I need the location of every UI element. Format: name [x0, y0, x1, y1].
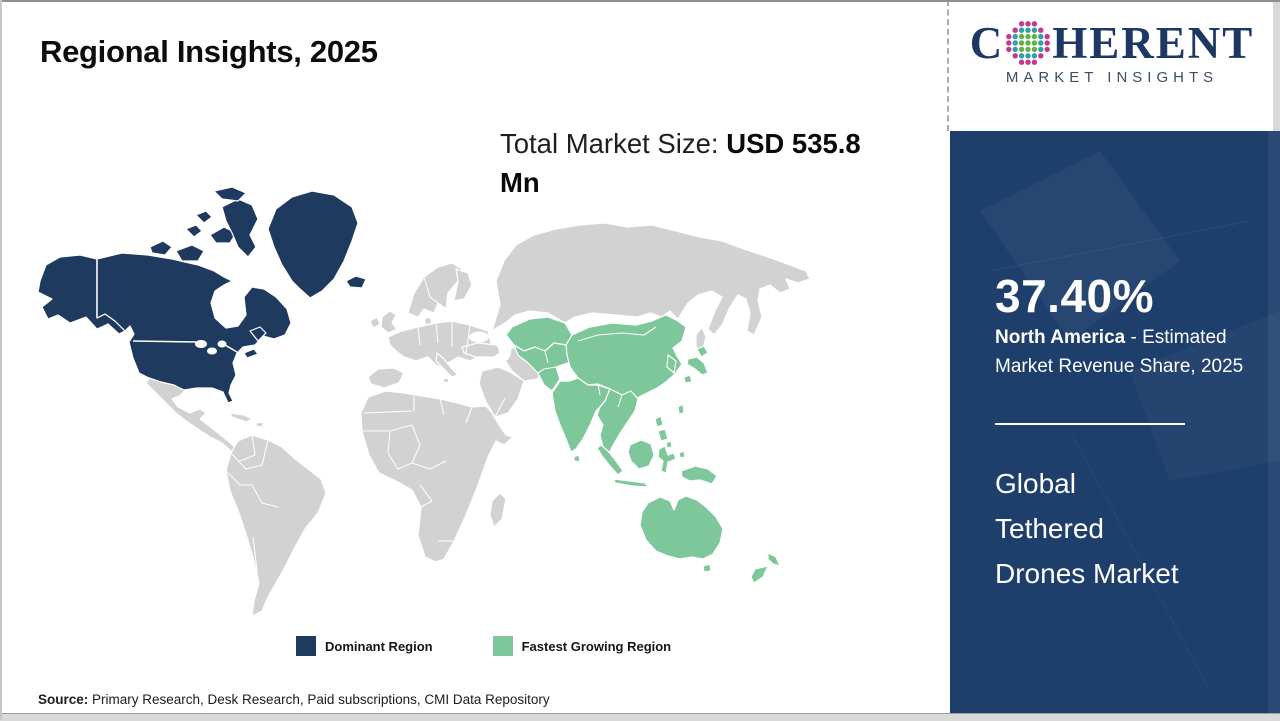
- country-italy: [435, 352, 459, 378]
- legend-label-dominant: Dominant Region: [325, 638, 433, 654]
- island-java: [613, 478, 649, 488]
- map-group-other-regions: [145, 222, 811, 617]
- region-arabia: [478, 366, 525, 418]
- island-nz-south: [750, 565, 769, 584]
- sea-black: [469, 331, 489, 343]
- page-top-border: [0, 0, 1280, 2]
- market-share-description: North America - Estimated Market Revenue…: [995, 323, 1247, 381]
- region-scandinavia: [407, 262, 463, 318]
- island-arctic-1: [209, 226, 237, 244]
- island-sicily: [442, 377, 450, 384]
- island-victoria: [175, 244, 205, 262]
- island-philippines-mindanao: [657, 428, 669, 442]
- globe-icon: [1006, 21, 1051, 65]
- market-share-desc-text: - Estimated Market Revenue Share, 2025: [995, 327, 1244, 377]
- market-name-line-3: Drones Market: [995, 558, 1179, 589]
- region-central-asia-south: [513, 342, 575, 392]
- map-legend: Dominant Region Fastest Growing Region: [296, 636, 671, 656]
- island-nz-north: [767, 552, 781, 567]
- source-line: Source: Primary Research, Desk Research,…: [38, 692, 550, 707]
- logo-letter-c: C: [969, 17, 1005, 68]
- region-indochina: [596, 388, 639, 458]
- header-dashed-separator: [947, 0, 949, 131]
- market-share-region: North America: [995, 327, 1126, 348]
- total-market-size-value: USD 535.8 Mn: [500, 128, 861, 198]
- logo-wordmark: C HERENT: [952, 20, 1272, 66]
- island-sri-lanka: [573, 454, 581, 463]
- map-seas: [469, 331, 512, 361]
- coherent-market-insights-logo: C HERENT MARKET INSIGHTS: [952, 20, 1272, 86]
- island-hokkaido: [696, 345, 709, 358]
- country-finland: [453, 268, 473, 302]
- page-right-border: [1273, 0, 1280, 131]
- sidebar-map-texture: [980, 131, 1280, 713]
- region-nova-scotia: [243, 348, 259, 359]
- legend-swatch-fastest-growing: [492, 636, 513, 656]
- country-russia: [491, 222, 811, 336]
- country-korea: [666, 354, 677, 374]
- source-text: Primary Research, Desk Research, Paid su…: [88, 692, 550, 707]
- country-iberia: [367, 367, 405, 389]
- country-ireland: [369, 316, 381, 329]
- map-north-america-details: [96, 260, 238, 355]
- legend-item-dominant: Dominant Region: [296, 636, 433, 656]
- map-group-dominant-region: [37, 186, 367, 404]
- country-mexico-central-america: [145, 376, 241, 456]
- island-philippines-luzon: [654, 415, 664, 428]
- market-name-line-2: Tethered: [995, 513, 1104, 544]
- island-baffin: [221, 198, 259, 258]
- logo-letters-herent: HERENT: [1052, 17, 1255, 68]
- page-bottom-border: [0, 713, 1280, 721]
- island-honshu: [686, 356, 709, 376]
- map-internal-borders-green: [537, 326, 657, 408]
- island-greenland: [267, 190, 359, 299]
- island-iceland: [345, 275, 367, 289]
- island-newfoundland: [249, 326, 267, 342]
- world-map-svg: [37, 186, 811, 617]
- market-share-value: 37.40%: [995, 270, 1155, 322]
- island-arctic-2: [195, 210, 213, 224]
- island-sulawesi: [657, 445, 677, 474]
- island-tasmania: [702, 563, 712, 573]
- island-new-guinea: [680, 465, 718, 485]
- country-usa-canada: [96, 252, 292, 404]
- page-title: Regional Insights, 2025: [40, 34, 378, 69]
- market-name-line-1: Global: [995, 468, 1076, 499]
- legend-swatch-dominant: [296, 636, 316, 656]
- island-banks: [149, 240, 173, 256]
- island-hispaniola: [255, 421, 265, 428]
- island-kyushu: [683, 374, 693, 384]
- island-sumatra: [596, 444, 624, 476]
- country-uk: [380, 310, 398, 334]
- map-internal-borders-gray: [225, 276, 506, 606]
- total-market-size-label: Total Market Size:: [500, 128, 727, 159]
- country-australia: [639, 495, 724, 560]
- island-taiwan: [677, 403, 685, 415]
- state-alaska: [37, 254, 126, 335]
- continent-south-america: [225, 434, 327, 617]
- island-arctic-3: [185, 224, 203, 238]
- sidebar-panel: 37.40% North America - Estimated Market …: [950, 131, 1280, 713]
- island-ellesmere: [213, 186, 247, 202]
- market-name: Global Tethered Drones Market: [995, 461, 1179, 596]
- map-group-fastest-growing-region: [505, 314, 781, 584]
- total-market-size: Total Market Size: USD 535.8 Mn: [500, 124, 885, 202]
- country-turkey: [461, 342, 504, 358]
- source-label: Source:: [38, 692, 89, 707]
- island-philippines-small: [665, 440, 673, 449]
- region-europe-mainland: [387, 320, 493, 378]
- legend-item-fastest-growing: Fastest Growing Region: [492, 636, 672, 656]
- country-denmark: [423, 316, 433, 326]
- sea-caspian: [498, 335, 512, 361]
- island-moluccas: [678, 450, 686, 459]
- sidebar-divider: [995, 423, 1185, 425]
- continent-africa: [360, 390, 514, 563]
- island-cuba: [229, 412, 253, 423]
- page-left-border: [0, 0, 2, 720]
- island-madagascar: [489, 492, 507, 528]
- island-borneo: [627, 439, 655, 470]
- world-map: [0, 185, 920, 630]
- logo-subtitle: MARKET INSIGHTS: [1005, 69, 1219, 86]
- legend-label-fastest-growing: Fastest Growing Region: [521, 638, 672, 654]
